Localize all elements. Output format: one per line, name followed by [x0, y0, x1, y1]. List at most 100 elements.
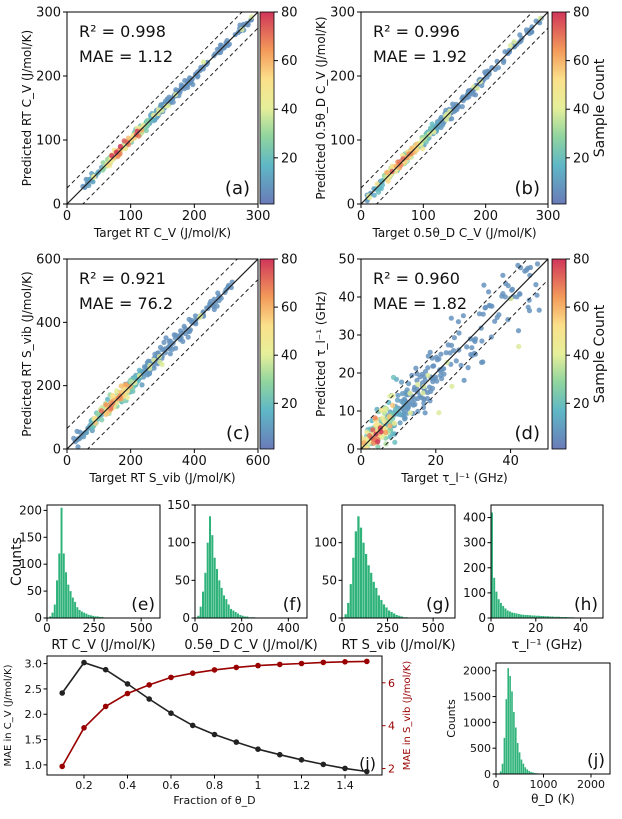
y-tick-label: 200 [19, 503, 42, 517]
data-point [167, 351, 173, 357]
data-point [98, 408, 104, 414]
series-marker [189, 670, 196, 676]
data-point [190, 81, 196, 88]
data-point [375, 189, 382, 195]
y-tick-label: 100 [314, 536, 337, 550]
colorbar-tick-label: 60 [281, 301, 298, 316]
series-line [61, 661, 367, 773]
histogram-bar [385, 607, 388, 618]
data-point [420, 390, 426, 396]
data-point [163, 103, 169, 109]
histogram-bar [76, 607, 79, 618]
histogram-bar [206, 542, 209, 618]
histogram-bar [357, 516, 360, 618]
histogram-bar [395, 614, 398, 618]
series-marker [364, 768, 370, 775]
histogram-bar [493, 577, 496, 618]
x-tick-label: 500 [422, 621, 445, 635]
lower-band-line [380, 279, 548, 449]
data-point [392, 439, 398, 445]
data-point [136, 373, 142, 379]
histogram-bar [58, 553, 61, 618]
colorbar-tick-label: 80 [573, 6, 590, 21]
series-line [61, 660, 367, 767]
data-point [502, 294, 508, 300]
histogram-bar [511, 691, 513, 774]
x-tick-label: 40 [573, 621, 588, 635]
x-tick-label: 400 [277, 621, 300, 635]
axes-frame [490, 504, 604, 619]
r2-annotation: R² = 0.998 [79, 22, 166, 41]
colorbar-tick-label: 60 [281, 54, 298, 69]
y-axis-label: Predicted RT C_V (J/mol/K) [20, 30, 34, 186]
data-point [377, 425, 383, 431]
data-point [75, 444, 81, 449]
histogram-bar [213, 557, 216, 618]
data-point [183, 82, 190, 89]
upper-band-line [361, 259, 529, 429]
histogram-bar [380, 599, 383, 618]
data-point [450, 101, 456, 107]
data-point [505, 283, 511, 289]
data-point [364, 429, 370, 435]
data-point [436, 410, 442, 416]
colorbar [551, 11, 567, 205]
x-tick-label: 600 [246, 454, 271, 469]
histogram-bar [204, 572, 207, 618]
data-point [186, 316, 192, 322]
data-point [500, 59, 507, 65]
points-group [361, 12, 548, 204]
x-tick-label: 0 [357, 209, 365, 224]
y-tick-label: 0 [478, 611, 486, 625]
data-point [511, 243, 516, 248]
y-tick-label: 200 [330, 70, 355, 85]
axes-frame [360, 11, 549, 205]
data-point [415, 408, 421, 414]
histogram-bar [502, 605, 505, 618]
data-point [237, 22, 243, 28]
histogram-bar [515, 727, 517, 774]
data-point [456, 330, 462, 336]
histogram-bar [80, 611, 83, 618]
histogram-bar [524, 614, 527, 618]
y-axis-label: MAE in C_V (J/mol/K) [3, 664, 14, 766]
line-panel-i: 0.2 0.4 0.6 0.8 1 1.2 1.4 1.0 1.5 2.0 2.5 3.0 2 4 6 Fra… [3, 655, 413, 807]
data-point [380, 177, 386, 184]
series-marker [168, 710, 174, 716]
data-point [131, 135, 137, 141]
series-marker [146, 682, 152, 688]
data-point [482, 69, 488, 75]
x-tick-label: 1.4 [336, 779, 354, 792]
y-tick-label: 150 [19, 530, 42, 544]
series-marker [342, 659, 348, 665]
histogram-bar [491, 512, 493, 618]
lower-band-line [375, 27, 548, 204]
histogram-bar [520, 759, 523, 774]
y-tick-label: 0 [347, 198, 355, 213]
data-point [458, 362, 464, 368]
y-tick-label: 0 [347, 443, 355, 458]
data-point [468, 351, 474, 358]
identity-line [361, 259, 548, 449]
colorbar-label: Sample Count [592, 304, 608, 403]
histogram-bar [508, 611, 511, 618]
data-point [163, 335, 169, 341]
y-tick-label: 30 [338, 329, 355, 344]
data-point [444, 359, 450, 366]
x-tick-label: 0 [191, 621, 199, 635]
data-point [537, 15, 543, 21]
y-tick-label: 100 [19, 557, 42, 571]
y2-tick-label: 4 [388, 720, 395, 733]
histogram-bar [85, 613, 88, 618]
histogram-bar [74, 601, 77, 618]
data-point [433, 354, 439, 360]
x-tick-label: 300 [536, 209, 561, 224]
data-point [103, 402, 109, 408]
x-tick-label: 0.2 [75, 779, 93, 792]
histogram-bar [520, 614, 523, 618]
y-tick-label: 2.0 [25, 708, 43, 721]
histogram-bar [382, 604, 386, 618]
histogram-bar [495, 591, 498, 618]
